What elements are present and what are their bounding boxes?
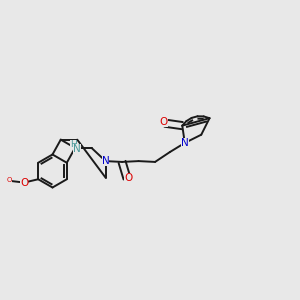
Text: N: N	[181, 138, 189, 148]
Text: O: O	[124, 173, 133, 183]
Text: O: O	[20, 178, 28, 188]
Text: O: O	[10, 180, 11, 181]
Text: O: O	[7, 177, 12, 183]
Text: N: N	[73, 143, 81, 154]
Text: O: O	[159, 117, 168, 127]
Text: H: H	[70, 140, 77, 149]
Text: N: N	[102, 156, 110, 166]
